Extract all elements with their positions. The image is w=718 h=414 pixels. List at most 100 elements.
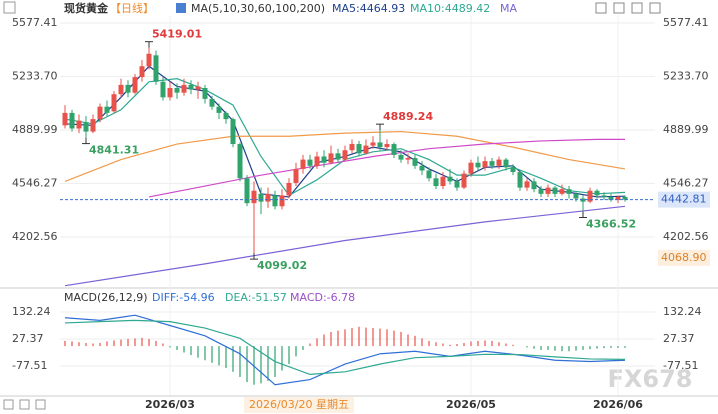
y-tick-label: 132.24	[12, 305, 51, 318]
candle-body	[125, 84, 131, 93]
y-tick-label: 4889.99	[12, 123, 58, 136]
icon[interactable]	[3, 1, 16, 14]
period[interactable]: 【日线】	[110, 1, 154, 15]
candle-body	[328, 153, 334, 163]
candle-body	[307, 159, 313, 166]
candle-body	[139, 66, 145, 78]
macd-macd: MACD:-6.78	[290, 291, 355, 304]
candle-body	[489, 161, 495, 166]
y-tick-label: 27.37	[12, 332, 44, 345]
candle-body	[510, 167, 516, 173]
candle-body	[524, 181, 530, 188]
candle-body	[419, 165, 425, 171]
candle-body	[356, 144, 362, 154]
y-tick-label-right: 5577.41	[663, 16, 709, 29]
annotation-label: 4099.02	[257, 259, 307, 272]
annotation-label: 4889.24	[383, 110, 433, 123]
annotation-label: 4841.31	[89, 144, 139, 157]
cursor-box	[244, 397, 354, 413]
candle-body	[363, 145, 369, 154]
candle-body	[209, 98, 215, 107]
legend-ma5: MA5:4464.93	[332, 2, 405, 15]
toolbar[interactable]	[595, 2, 661, 14]
candle-body	[293, 168, 299, 183]
y-tick-label-right: 4202.56	[663, 230, 709, 243]
candle-body	[601, 195, 607, 197]
bottom-label-box	[658, 249, 710, 266]
bottom-label: 4068.90	[661, 251, 707, 264]
candle-body	[454, 181, 460, 188]
candle-body	[447, 176, 453, 182]
candle-body	[146, 53, 152, 67]
watermark: FX678	[608, 365, 693, 393]
candle-body	[552, 187, 558, 194]
y-tick-label-right: 4889.99	[663, 123, 709, 136]
ma-line	[64, 205, 626, 287]
candle-body	[349, 144, 355, 151]
candle-body	[426, 170, 432, 179]
candle-body	[167, 87, 173, 98]
candle-body	[342, 150, 348, 160]
y-tick-label-right: 5233.70	[663, 70, 709, 83]
candle-body	[230, 119, 236, 145]
candle-body	[412, 158, 418, 166]
candle-body	[538, 189, 544, 194]
candle-body	[622, 196, 628, 200]
candle-body	[251, 190, 257, 204]
macd-diff: DIFF:-54.96	[152, 291, 215, 304]
candle-body	[370, 142, 376, 146]
cursor-label: 2026/03/20 星期五	[249, 398, 349, 411]
y-tick-label: 5233.70	[12, 70, 58, 83]
candle-body	[384, 144, 390, 148]
candle-body	[377, 142, 383, 148]
candle-body	[335, 153, 341, 160]
last-price-label: 4442.81	[661, 193, 707, 206]
candle-body	[573, 193, 579, 199]
candle-body	[160, 81, 166, 98]
candle-body	[83, 122, 89, 132]
candle-body	[496, 159, 502, 166]
candle-body	[237, 144, 243, 179]
candle-body	[531, 181, 537, 190]
candle-body	[223, 112, 229, 120]
legend-ma: MA	[500, 2, 517, 15]
candle-body	[475, 162, 481, 168]
macd-title: MACD(26,12,9)	[64, 291, 148, 304]
y-tick-label-right: 4546.27	[663, 177, 709, 190]
annotation-label: 5419.01	[152, 28, 202, 41]
macd-line	[64, 314, 626, 386]
candle-body	[279, 195, 285, 207]
candle-body	[104, 106, 110, 113]
candle-body	[545, 187, 551, 194]
candle-body	[153, 55, 159, 82]
candle-body	[482, 161, 488, 168]
ma-params: MA(5,10,30,60,100,200)	[191, 2, 325, 15]
x-tick-label: 2026/05	[446, 398, 496, 411]
candle-body	[391, 144, 397, 155]
y-tick-label: 5577.41	[12, 16, 58, 29]
y-tick-label: 4546.27	[12, 177, 58, 190]
bottom-icons[interactable]	[3, 399, 46, 410]
candle-body	[608, 196, 614, 201]
candle-body	[90, 119, 96, 132]
candle-body	[405, 158, 411, 160]
candle-body	[321, 156, 327, 163]
macd-dea: DEA:-51.57	[225, 291, 287, 304]
candle-body	[314, 156, 320, 166]
candle-body	[398, 154, 404, 160]
candle-body	[272, 195, 278, 207]
candle-body	[69, 112, 75, 129]
candle-body	[195, 86, 201, 90]
y-tick-label: -77.51	[12, 359, 47, 372]
checkbox[interactable]	[176, 3, 186, 13]
candle-body	[62, 112, 68, 126]
candle-body	[76, 120, 82, 129]
candle-body	[111, 94, 117, 112]
candle-body	[216, 106, 222, 113]
candle-body	[118, 84, 124, 95]
candle-body	[181, 84, 187, 93]
annotation-label: 4366.52	[586, 217, 636, 230]
candle-body	[594, 190, 600, 196]
title: 现货黄金	[64, 1, 109, 15]
